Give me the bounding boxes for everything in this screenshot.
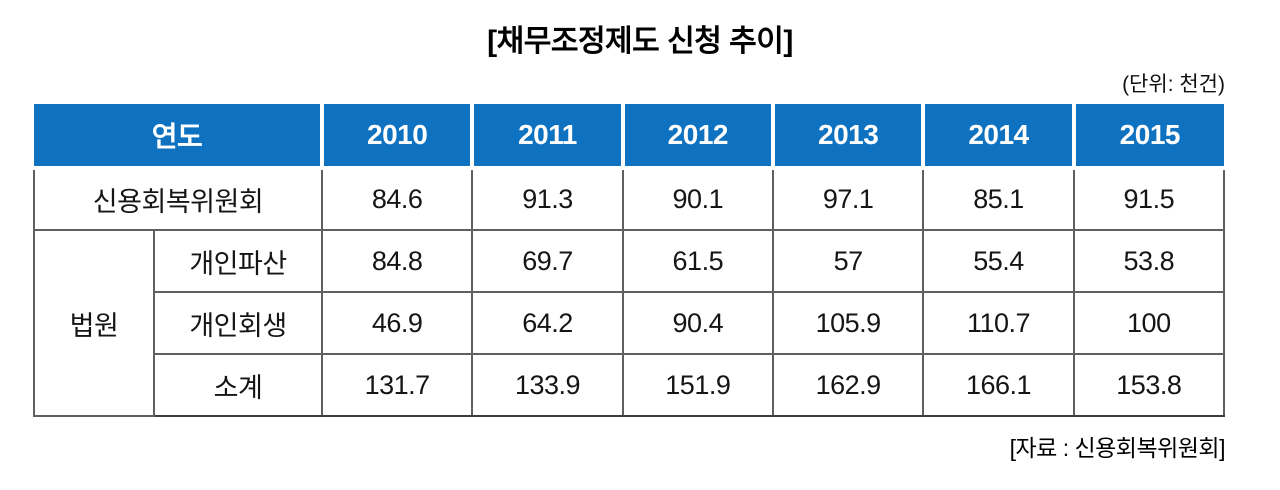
row-label-ccrs: 신용회복위원회 bbox=[33, 167, 323, 231]
value-cell: 97.1 bbox=[771, 167, 925, 231]
year-corner-header: 연도 bbox=[34, 104, 324, 170]
value-cell: 53.8 bbox=[1072, 229, 1226, 293]
year-header-2011: 2011 bbox=[470, 104, 625, 170]
value-cell: 110.7 bbox=[922, 291, 1075, 355]
year-header-2014: 2014 bbox=[921, 104, 1076, 170]
table-row-subtotal: 소계 131.7 133.9 151.9 162.9 166.1 153.8 bbox=[34, 353, 1226, 417]
year-header-2010: 2010 bbox=[319, 104, 475, 170]
value-cell: 162.9 bbox=[771, 353, 925, 417]
value-cell: 91.5 bbox=[1072, 167, 1226, 231]
row-label-subtotal: 소계 bbox=[153, 353, 323, 417]
table-header-row: 연도 2010 2011 2012 2013 2014 2015 bbox=[34, 104, 1224, 170]
table-row-bankruptcy: 법원 개인파산 84.8 69.7 61.5 57 55.4 53.8 bbox=[33, 229, 1226, 417]
value-cell: 90.4 bbox=[621, 291, 774, 355]
value-cell: 61.5 bbox=[621, 229, 774, 293]
value-cell: 64.2 bbox=[471, 291, 624, 355]
value-cell: 46.9 bbox=[320, 291, 474, 355]
value-cell: 91.3 bbox=[471, 167, 624, 231]
row-label-rehabilitation: 개인회생 bbox=[153, 291, 323, 355]
value-cell: 131.7 bbox=[320, 353, 474, 417]
value-cell: 85.1 bbox=[922, 167, 1075, 231]
value-cell: 166.1 bbox=[922, 353, 1075, 417]
value-cell: 90.1 bbox=[621, 167, 774, 231]
row-label-bankruptcy: 개인파산 bbox=[153, 229, 323, 293]
value-cell: 133.9 bbox=[471, 353, 624, 417]
year-header-2015: 2015 bbox=[1071, 104, 1224, 170]
value-cell: 69.7 bbox=[471, 229, 624, 293]
value-cell: 57 bbox=[771, 229, 925, 293]
unit-label: (단위: 천건) bbox=[1122, 73, 1225, 96]
value-cell: 153.8 bbox=[1072, 353, 1226, 417]
table-row-rehabilitation: 개인회생 46.9 64.2 90.4 105.9 110.7 100 bbox=[34, 291, 1226, 355]
value-cell: 151.9 bbox=[621, 353, 774, 417]
value-cell: 84.8 bbox=[320, 229, 474, 293]
year-header-2013: 2013 bbox=[770, 104, 926, 170]
source-label: [자료 : 신용회복위원회] bbox=[1009, 435, 1226, 461]
group-label-court: 법원 bbox=[33, 229, 155, 417]
debt-adjustment-table: 연도 2010 2011 2012 2013 2014 2015 신용회복위원회… bbox=[33, 104, 1226, 417]
page-title: [채무조정제도 신청 추이] bbox=[487, 25, 793, 58]
value-cell: 100 bbox=[1072, 291, 1226, 355]
year-header-2012: 2012 bbox=[620, 104, 775, 170]
value-cell: 84.6 bbox=[320, 167, 474, 231]
table-row-ccrs: 신용회복위원회 84.6 91.3 90.1 97.1 85.1 91.5 bbox=[33, 167, 1226, 231]
value-cell: 105.9 bbox=[771, 291, 925, 355]
value-cell: 55.4 bbox=[922, 229, 1075, 293]
